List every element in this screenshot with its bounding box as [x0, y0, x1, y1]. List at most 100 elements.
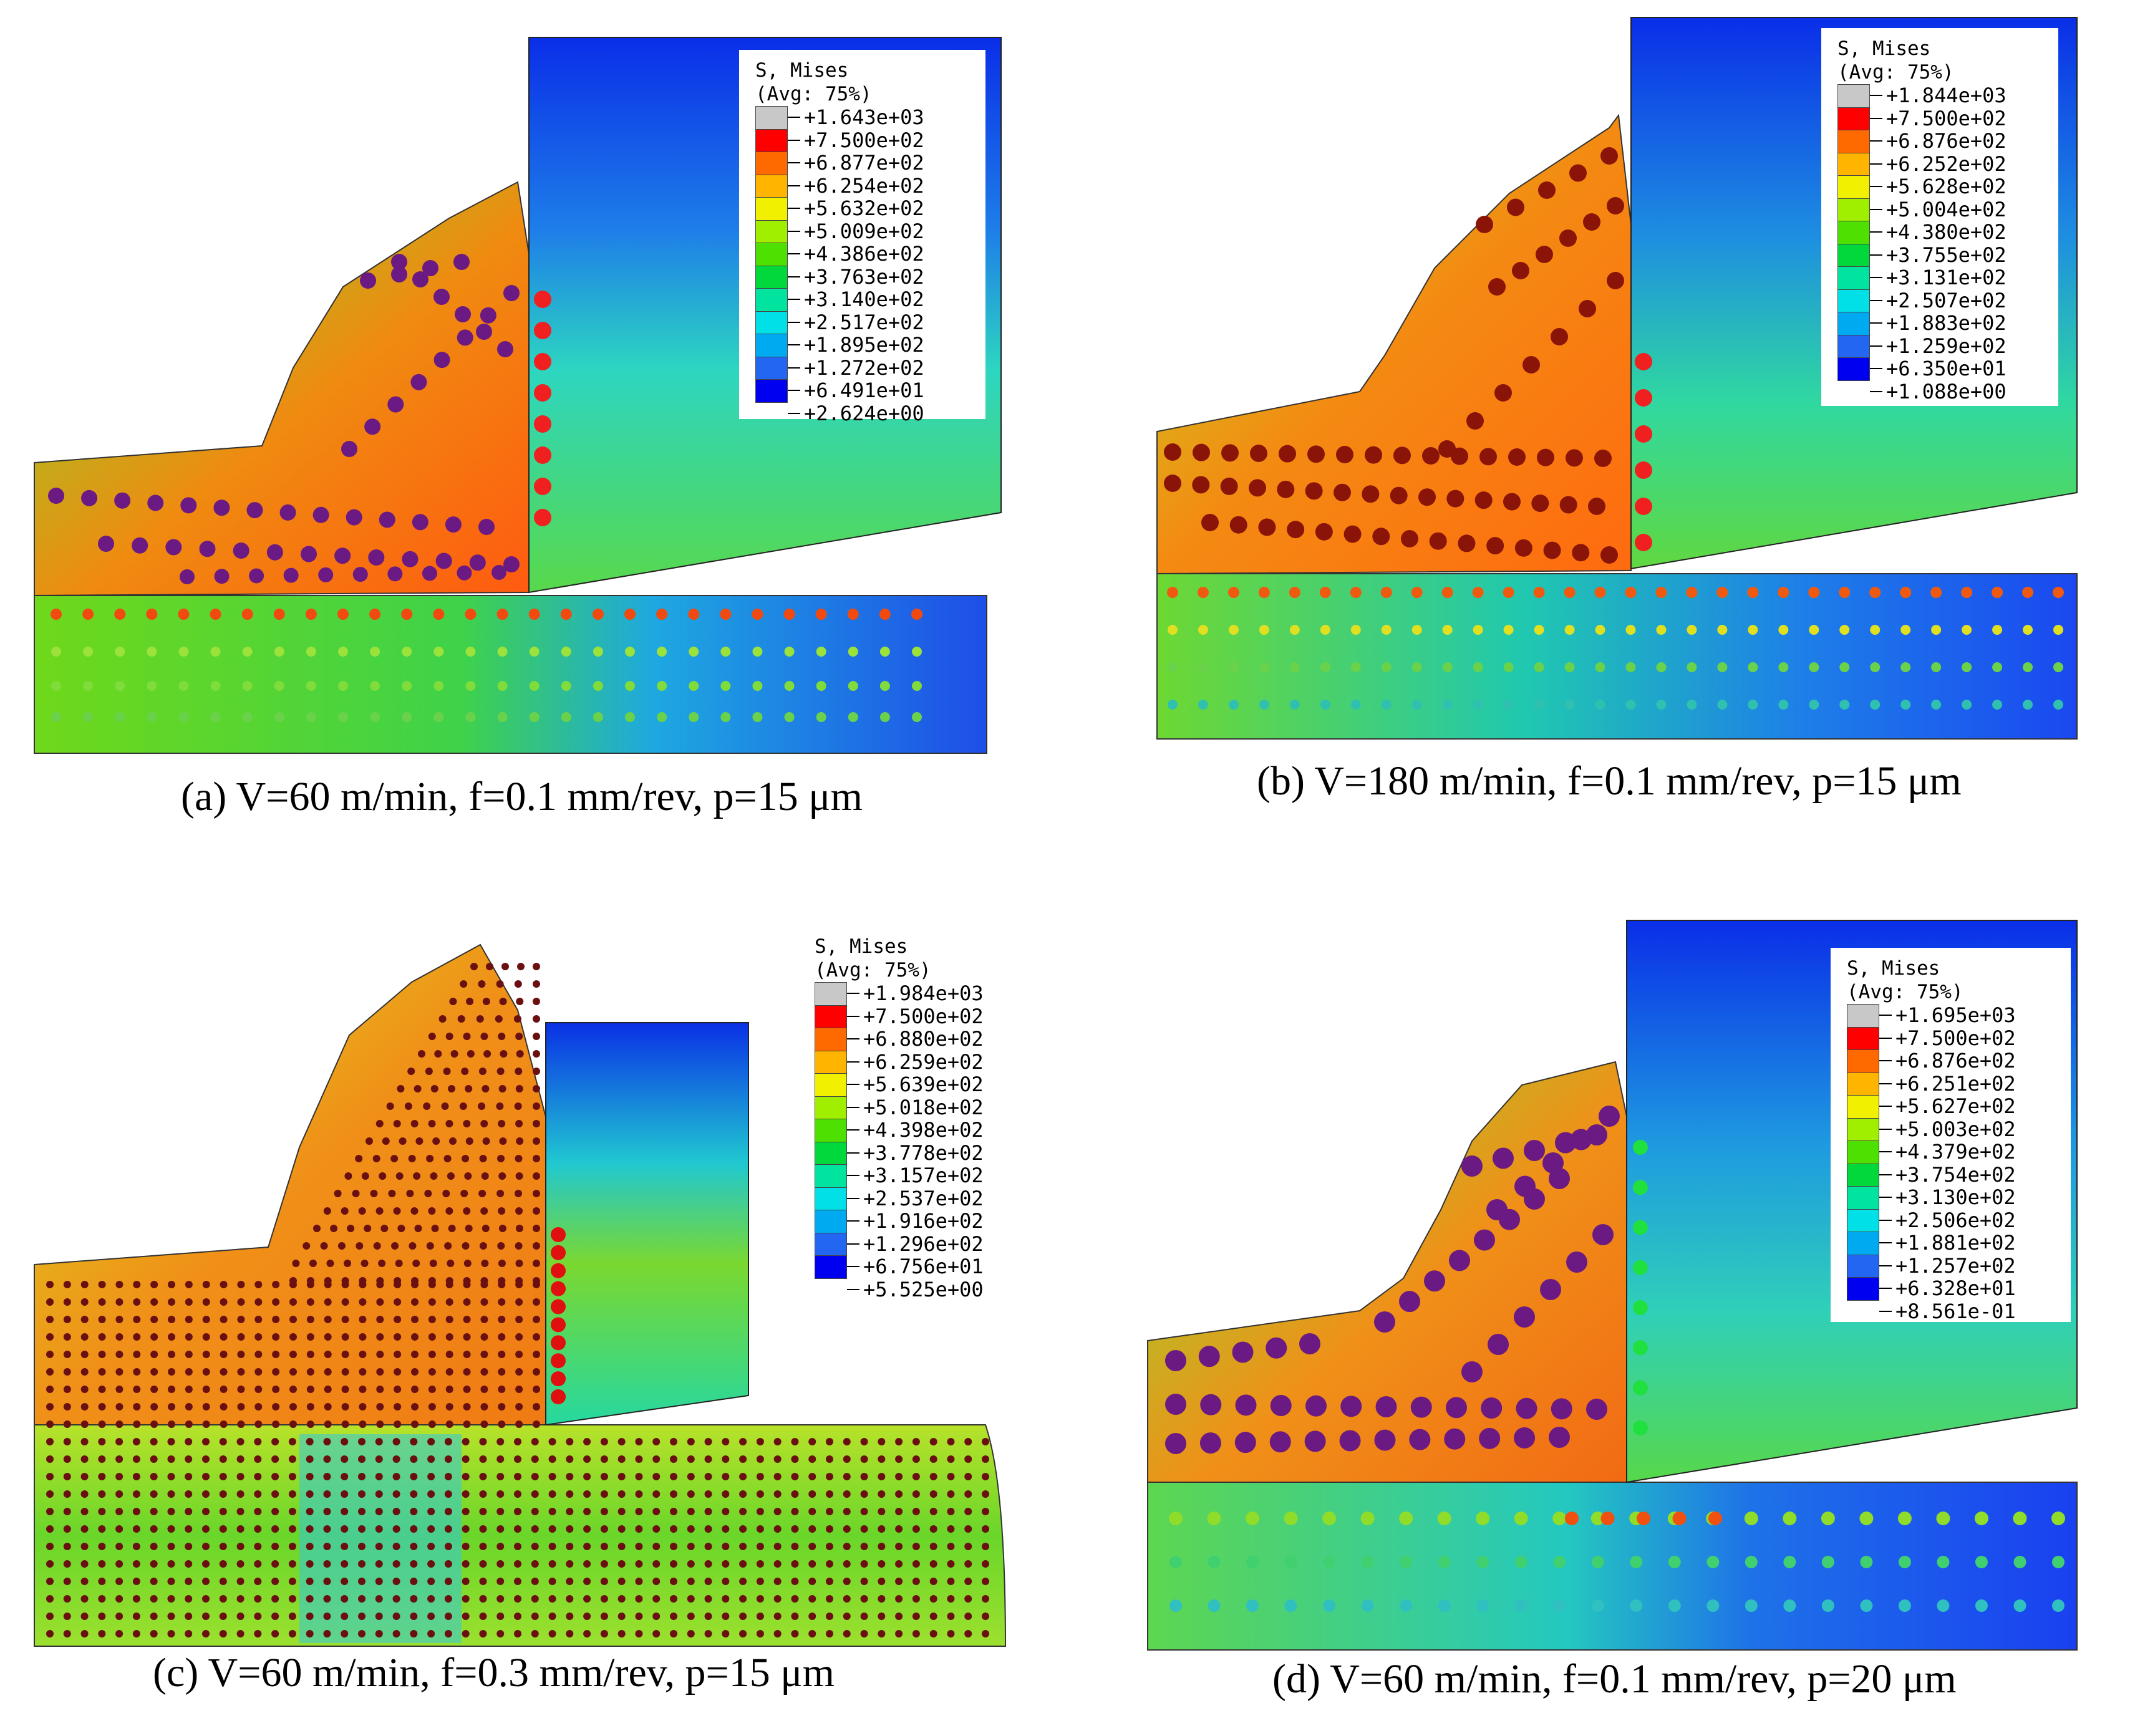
particle [220, 1281, 228, 1288]
particle [219, 1508, 227, 1515]
particle [254, 1333, 263, 1341]
particle [496, 1190, 505, 1197]
particle [2053, 662, 2063, 672]
particle [848, 647, 858, 657]
particle [652, 1525, 661, 1533]
particle [185, 1316, 193, 1323]
legend-row: +6.491e+01 [755, 379, 975, 402]
particle [358, 1595, 365, 1603]
particle [808, 1508, 816, 1515]
particle [533, 980, 540, 988]
particle [720, 609, 732, 620]
particle [370, 1190, 378, 1197]
particle [756, 1508, 764, 1515]
particle [826, 1455, 833, 1463]
particle [410, 1595, 418, 1603]
particle [375, 1120, 384, 1127]
particle [791, 1508, 799, 1515]
particle [878, 1473, 886, 1480]
legend-tick [847, 1197, 859, 1199]
particle [773, 1613, 782, 1620]
particle [369, 609, 381, 620]
particle [444, 1560, 452, 1568]
particle [306, 1455, 314, 1463]
particle [617, 1560, 626, 1568]
particle [600, 1578, 608, 1585]
particle [220, 1316, 228, 1323]
particle [465, 1085, 473, 1092]
particle [393, 1207, 401, 1215]
particle [2022, 587, 2034, 598]
panel-b: S, Mises (Avg: 75%) +1.844e+03 +7.500e+02… [1123, 0, 2130, 829]
particle [80, 1508, 89, 1515]
particle [1479, 1427, 1501, 1449]
particle [566, 1543, 574, 1550]
particle [380, 1225, 389, 1232]
particle [185, 1613, 193, 1620]
legend-swatch [815, 1005, 847, 1028]
particle [860, 1613, 868, 1620]
particle [533, 1225, 540, 1232]
particle [425, 1068, 433, 1075]
legend-value: +5.018e+02 [863, 1095, 984, 1119]
particle [479, 1242, 487, 1250]
particle [808, 1525, 816, 1533]
legend-row: +5.627e+02 [1847, 1095, 2061, 1118]
particle [704, 1543, 712, 1550]
particle [551, 1389, 566, 1404]
particle [687, 1543, 695, 1550]
particle [178, 609, 190, 620]
particle [548, 1578, 556, 1585]
particle [220, 1298, 228, 1306]
particle [306, 1386, 314, 1393]
legend-value: +4.386e+02 [804, 242, 924, 266]
particle [410, 1207, 419, 1215]
particle [428, 1298, 436, 1306]
particle [168, 1298, 175, 1306]
particle [1319, 587, 1331, 598]
particle [791, 1595, 799, 1603]
legend-value: +6.259e+02 [863, 1049, 984, 1074]
particle [463, 1386, 471, 1393]
particle [531, 1630, 539, 1637]
particle [392, 1613, 400, 1620]
particle [323, 1438, 331, 1445]
particle [305, 609, 317, 620]
particle [464, 1172, 472, 1180]
particle [426, 1155, 434, 1162]
particle [670, 1473, 677, 1480]
particle [254, 1473, 262, 1480]
particle [1592, 1224, 1614, 1245]
particle [1503, 662, 1514, 672]
particle [583, 1613, 591, 1620]
legend-value: +6.876e+02 [1895, 1049, 2016, 1073]
particle [617, 1630, 626, 1637]
particle [514, 1560, 521, 1568]
particle [496, 1102, 504, 1110]
particle [306, 1298, 314, 1306]
particle [306, 1578, 314, 1585]
particle [63, 1368, 71, 1376]
particle [657, 647, 667, 657]
particle [447, 1172, 455, 1180]
particle [566, 1525, 574, 1533]
particle [843, 1508, 851, 1515]
legend-row: +2.507e+02 [1837, 289, 2048, 312]
particle [566, 1455, 574, 1463]
particle [358, 1613, 365, 1620]
particle [80, 1560, 89, 1568]
particle [514, 1473, 521, 1480]
particle [402, 681, 412, 691]
particle [2051, 1512, 2065, 1525]
particle [237, 1333, 245, 1341]
particle [1399, 1512, 1413, 1525]
particle [115, 1420, 123, 1428]
particle [912, 1438, 920, 1445]
particle [98, 1525, 106, 1533]
particle [551, 1227, 566, 1242]
particle [1446, 1397, 1467, 1419]
particle [288, 1613, 296, 1620]
particle [237, 1351, 245, 1358]
legend-rows-d: +1.695e+03 +7.500e+02 +6.876e+02 +6.251e+02… [1847, 1004, 2061, 1323]
particle [912, 1473, 920, 1480]
